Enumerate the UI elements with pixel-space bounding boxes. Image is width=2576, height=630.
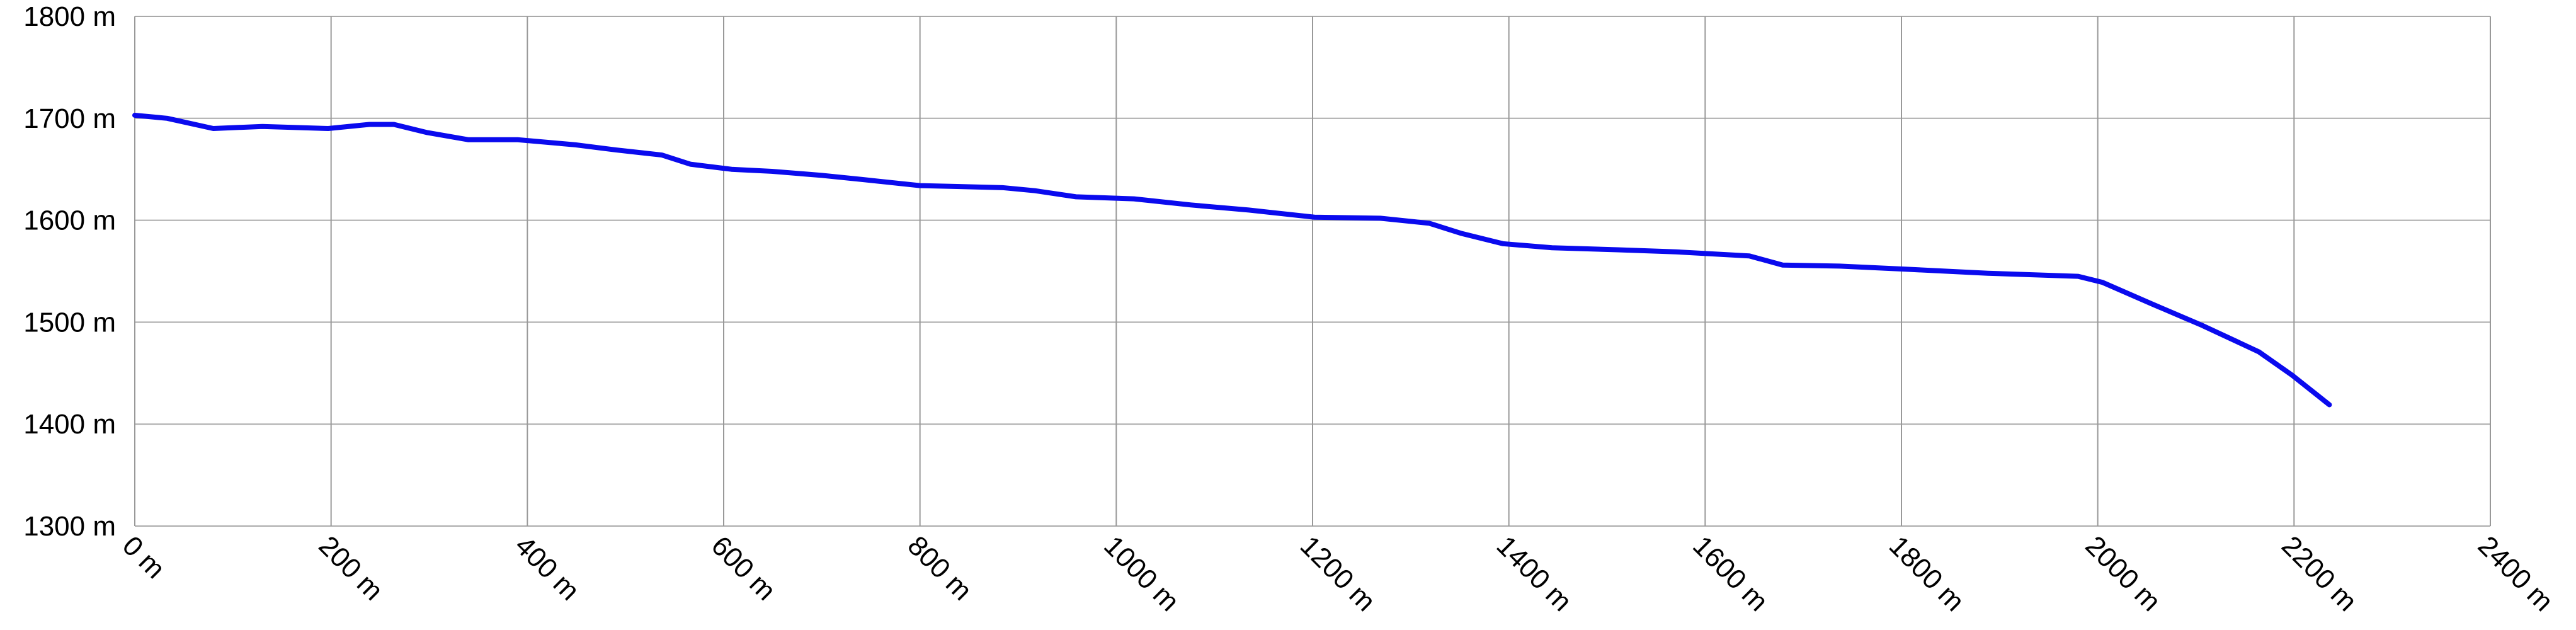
y-tick-label: 1600 m xyxy=(23,205,116,236)
y-tick-label: 1700 m xyxy=(23,103,116,134)
x-tick-label: 1600 m xyxy=(1687,530,1774,617)
y-tick-label: 1400 m xyxy=(23,409,116,440)
y-tick-label: 1300 m xyxy=(23,511,116,542)
y-tick-label: 1500 m xyxy=(23,307,116,338)
x-tick-label: 200 m xyxy=(313,530,389,606)
x-tick-label: 2400 m xyxy=(2472,530,2559,617)
x-tick-label: 800 m xyxy=(902,530,978,606)
elevation-line xyxy=(132,112,2332,408)
x-tick-label: 1000 m xyxy=(1098,530,1185,617)
x-tick-label: 2000 m xyxy=(2080,530,2167,617)
x-tick-label: 1200 m xyxy=(1294,530,1381,617)
y-tick-label: 1800 m xyxy=(23,1,116,32)
x-tick-label: 2200 m xyxy=(2276,530,2362,617)
x-tick-label: 600 m xyxy=(705,530,782,606)
x-tick-label: 1800 m xyxy=(1883,530,1970,617)
x-tick-label: 1400 m xyxy=(1491,530,1578,617)
x-tick-label: 0 m xyxy=(117,530,171,585)
x-tick-label: 400 m xyxy=(509,530,585,606)
